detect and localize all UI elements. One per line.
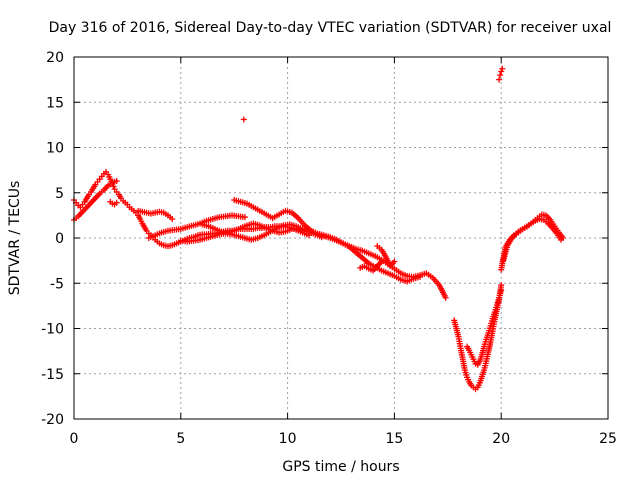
y-tick-label: 10 [46, 141, 64, 157]
x-tick-label: 0 [70, 431, 79, 447]
data-points [71, 65, 567, 393]
axis-ticks: 0 5 10 15 20 25 -20 -15 -10 -5 0 5 10 15 20 [41, 50, 617, 447]
y-tick-label: -20 [41, 412, 64, 428]
x-tick-label: 25 [599, 431, 617, 447]
x-tick-label: 15 [385, 431, 403, 447]
data-point-outliers [496, 76, 503, 83]
plot-frame [73, 56, 609, 420]
y-tick-label: 15 [46, 95, 64, 111]
y-tick-label: -5 [50, 276, 64, 292]
data-point-track-n [560, 235, 567, 241]
data-point-outliers [499, 65, 506, 72]
y-tick-label: 0 [55, 231, 64, 247]
y-axis-label: SDTVAR / TECUs [7, 181, 23, 296]
y-tick-label: 20 [46, 50, 64, 66]
y-tick-label: -10 [41, 322, 64, 338]
data-point-track-h [417, 273, 424, 280]
data-point-track-d [169, 215, 176, 222]
x-tick-label: 10 [279, 431, 297, 447]
data-point-outliers [240, 116, 247, 123]
x-axis-label: GPS time / hours [282, 459, 399, 475]
data-point-track-e [241, 214, 248, 221]
data-point-track-l [498, 287, 505, 294]
data-point-track-b [113, 177, 120, 184]
data-point-track-a [110, 183, 117, 190]
x-tick-label: 20 [492, 431, 510, 447]
data-point-track-c [113, 199, 120, 206]
data-point-track-i [378, 258, 385, 265]
data-point-track-g [442, 294, 449, 301]
data-point-track-j [391, 258, 398, 265]
x-tick-label: 5 [176, 431, 185, 447]
y-tick-label: 5 [55, 186, 64, 202]
chart-title: Day 316 of 2016, Sidereal Day-to-day VTE… [49, 20, 612, 36]
data-point-outliers [498, 68, 505, 75]
data-point-outliers [497, 72, 504, 79]
y-tick-label: -15 [41, 367, 64, 383]
grid [74, 57, 608, 419]
data-point-track-k [498, 282, 505, 289]
